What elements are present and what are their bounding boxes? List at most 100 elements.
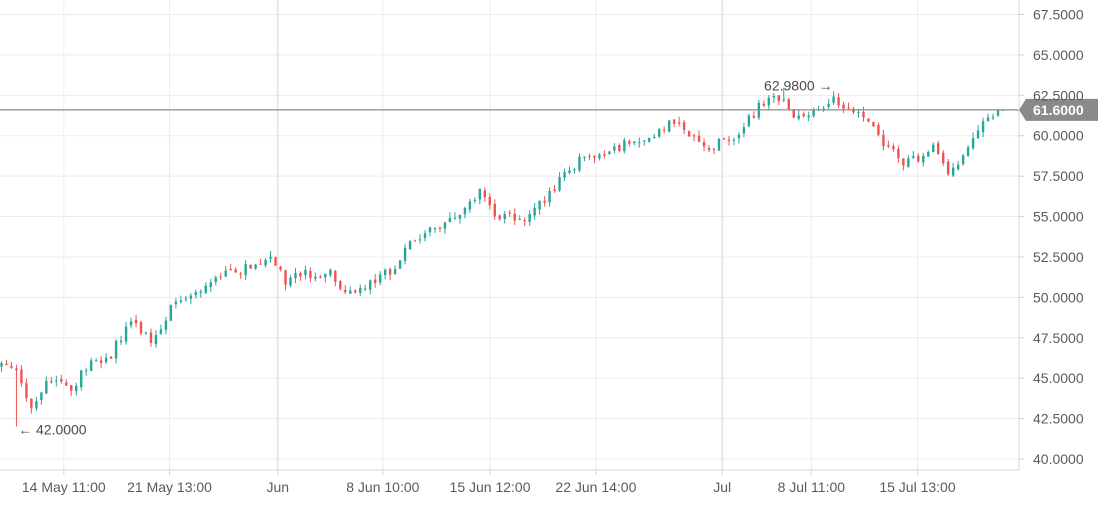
candle xyxy=(428,226,432,237)
candle-body xyxy=(782,99,785,101)
candle-body xyxy=(229,268,232,271)
candle xyxy=(478,188,482,205)
candle-body xyxy=(144,332,148,334)
candle xyxy=(872,121,875,127)
candle-body xyxy=(976,130,980,139)
candle-body xyxy=(89,360,93,371)
candle xyxy=(418,234,422,244)
candle xyxy=(35,396,38,411)
candle-body xyxy=(897,148,900,159)
candle xyxy=(493,199,496,221)
candle-body xyxy=(553,189,556,192)
candle-body xyxy=(60,379,63,382)
candle xyxy=(782,87,785,103)
candle xyxy=(613,143,616,154)
candle xyxy=(244,259,247,280)
candle-body xyxy=(55,380,58,382)
candle-body xyxy=(369,280,372,290)
candle-body xyxy=(842,104,845,109)
current-price-label: 61.6000 xyxy=(1033,102,1084,118)
candle-body xyxy=(658,129,661,137)
candle xyxy=(289,275,292,288)
candle-body xyxy=(388,269,392,275)
current-price-badge xyxy=(1019,98,1098,121)
y-tick-label: 40.0000 xyxy=(1033,451,1084,467)
candle xyxy=(344,284,347,295)
grid-layer xyxy=(0,0,1019,470)
candle-body xyxy=(608,151,611,155)
candle-body xyxy=(827,104,830,107)
candle xyxy=(70,384,73,397)
candle-body xyxy=(249,264,252,269)
candle-body xyxy=(70,385,73,391)
candle xyxy=(528,210,531,226)
candle xyxy=(588,153,591,161)
candle xyxy=(662,126,666,134)
candle-body xyxy=(0,363,3,367)
candle xyxy=(847,102,850,110)
candle-body xyxy=(289,277,292,286)
candle xyxy=(971,132,975,150)
candle-body xyxy=(453,217,457,219)
candle xyxy=(966,145,970,157)
candle xyxy=(792,109,795,119)
candle-body xyxy=(20,369,23,384)
candle-body xyxy=(423,233,427,238)
candle-body xyxy=(702,142,706,147)
candle xyxy=(563,168,566,182)
candle xyxy=(144,331,148,336)
candle-body xyxy=(712,149,716,151)
candle xyxy=(503,210,506,224)
candle xyxy=(114,339,118,364)
candle xyxy=(30,398,33,414)
candle-body xyxy=(986,117,990,122)
candle xyxy=(80,369,83,391)
candle-body xyxy=(598,154,601,159)
candle xyxy=(433,226,437,233)
candle-body xyxy=(264,260,267,266)
candle xyxy=(976,124,980,139)
candle-body xyxy=(991,117,995,119)
candle-body xyxy=(134,319,138,324)
candle xyxy=(369,279,372,295)
candle xyxy=(717,137,721,152)
candle-body xyxy=(707,148,711,151)
candle-body xyxy=(498,215,501,220)
candle xyxy=(304,265,307,280)
y-tick-label: 65.0000 xyxy=(1033,47,1084,63)
candle-body xyxy=(139,322,143,334)
candle-body xyxy=(239,273,242,275)
candle-body xyxy=(802,114,805,117)
candle-body xyxy=(687,131,691,137)
candle-body xyxy=(463,207,467,215)
candle-body xyxy=(832,96,835,103)
candle xyxy=(139,320,143,336)
candle-body xyxy=(623,140,626,152)
candle xyxy=(897,145,900,163)
candle-body xyxy=(717,138,721,151)
x-tick-label: 14 May 11:00 xyxy=(22,479,106,495)
candle xyxy=(697,130,701,143)
candle xyxy=(189,293,193,305)
candle-body xyxy=(373,279,377,283)
candle-body xyxy=(329,269,332,276)
candle xyxy=(329,268,332,278)
candle xyxy=(194,289,198,299)
candle-body xyxy=(224,270,227,277)
candle xyxy=(638,137,641,148)
candle xyxy=(628,139,631,147)
candle xyxy=(692,133,696,142)
x-tick-label: 15 Jul 13:00 xyxy=(879,479,955,495)
candle xyxy=(89,357,93,371)
candle-body xyxy=(154,334,158,345)
candle xyxy=(752,111,756,119)
candle-body xyxy=(603,154,606,156)
x-tick-label: Jul xyxy=(713,479,731,495)
candle xyxy=(463,206,467,219)
candle xyxy=(229,263,232,271)
candle-body xyxy=(259,263,262,265)
candle-body xyxy=(438,227,442,229)
candle xyxy=(593,155,596,163)
candle xyxy=(917,153,920,163)
candle xyxy=(324,273,327,283)
